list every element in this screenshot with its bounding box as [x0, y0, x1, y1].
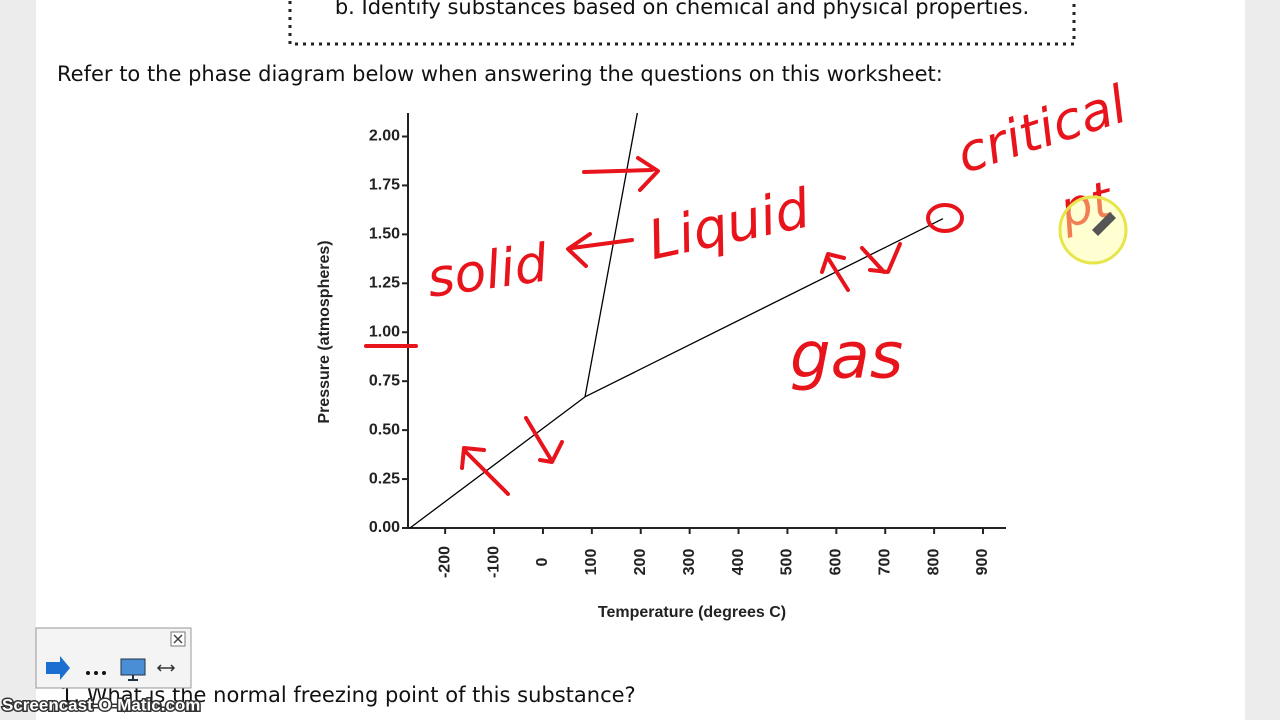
dot: [102, 671, 106, 675]
watermark: Screencast-O-Matic.com: [2, 695, 200, 714]
x-axis-title: Temperature (degrees C): [598, 604, 786, 621]
annotation: Liquid: [643, 176, 816, 272]
circle: [926, 203, 964, 233]
x-tick-label: 500: [779, 549, 796, 576]
resize-icon[interactable]: [156, 664, 176, 672]
objective-box: [288, 0, 1076, 46]
objective-text: b. Identify substances based on chemical…: [335, 0, 1029, 19]
close-icon: [173, 634, 183, 644]
arrow: [820, 252, 850, 292]
arrow: [860, 242, 902, 274]
record-arrow[interactable]: [46, 656, 70, 680]
dot: [94, 671, 98, 675]
x-tick-label: 600: [828, 549, 845, 576]
toolbar-panel: [35, 627, 192, 689]
y-tick-label: 2.00: [369, 128, 400, 145]
x-tick-label: 200: [632, 549, 649, 576]
x-tick-label: -100: [485, 546, 502, 578]
recorder-toolbar: [35, 627, 192, 689]
x-tick-label: 0: [534, 557, 551, 566]
x-tick-label: 300: [681, 549, 698, 576]
phase-boundary: [584, 112, 638, 397]
y-tick-label: 0.50: [369, 421, 400, 438]
intro-text: Refer to the phase diagram below when an…: [57, 62, 943, 86]
dot: [86, 671, 90, 675]
annotation: solid: [423, 233, 552, 309]
left-margin: [0, 0, 36, 720]
handwriting: solid Liquid gas critical pt: [364, 75, 1135, 496]
x-tick-label: 700: [876, 549, 893, 576]
x-tick-label: 900: [974, 549, 991, 576]
arrow: [524, 416, 564, 464]
y-tick-label: 0.25: [369, 470, 400, 487]
x-tick-label: 800: [925, 549, 942, 576]
arrow: [582, 156, 660, 192]
arrow: [460, 446, 510, 496]
x-tick-label: 400: [730, 549, 747, 576]
y-tick-label: 1.50: [369, 226, 400, 243]
y-tick-label: 0.75: [369, 372, 400, 389]
annotation: gas: [790, 320, 903, 394]
y-tick-label: 1.75: [369, 177, 400, 194]
more-button[interactable]: [86, 671, 106, 675]
screen-icon[interactable]: [120, 658, 146, 676]
screen-stand: [128, 675, 138, 681]
y-tick-label: 0.00: [369, 519, 400, 536]
y-tick-label: 1.25: [369, 275, 400, 292]
annotation: critical: [950, 75, 1135, 186]
phase-boundary: [584, 218, 944, 398]
y-axis-title: Pressure (atmospheres): [316, 240, 333, 423]
phase-boundary: [409, 396, 586, 529]
right-margin: [1245, 0, 1280, 720]
phase-diagram: Pressure (atmospheres) Temperature (degr…: [316, 112, 1006, 621]
x-tick-label: -200: [436, 546, 453, 578]
arrow: [566, 232, 634, 268]
x-tick-label: 100: [583, 549, 600, 576]
pen-cursor: [1092, 212, 1116, 236]
y-tick-label: 1.00: [369, 323, 400, 340]
